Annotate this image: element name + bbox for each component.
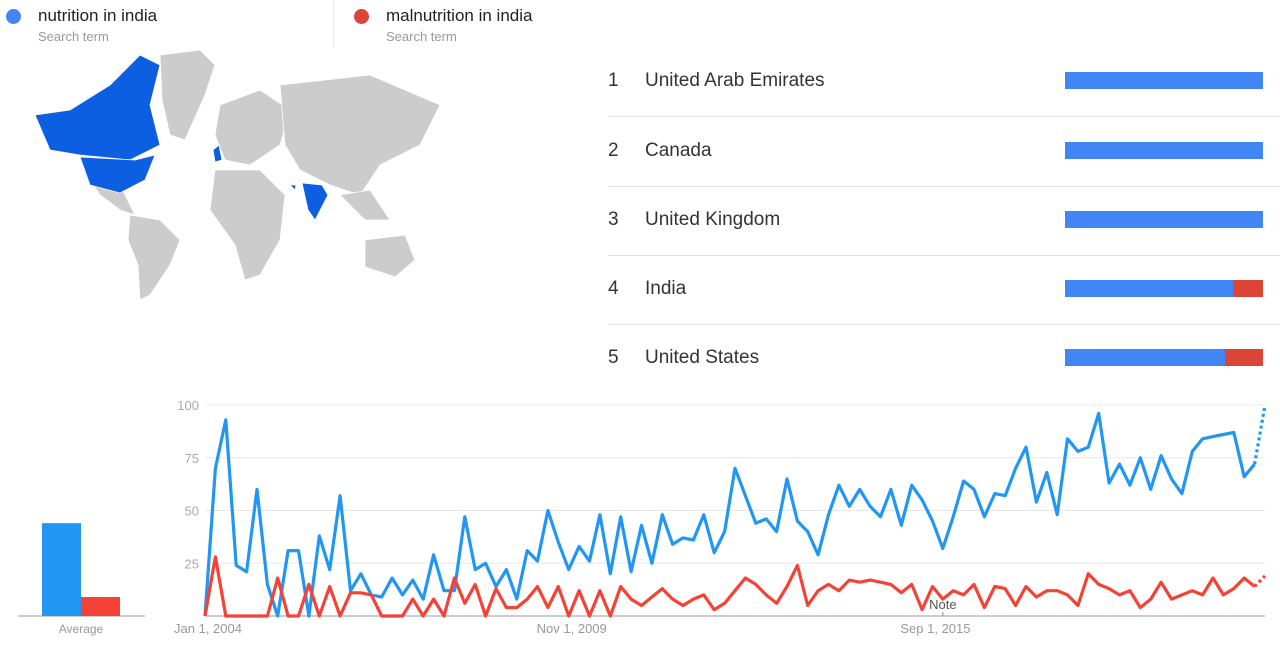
x-tick-label: Sep 1, 2015 bbox=[900, 621, 970, 636]
region-share-bar bbox=[1065, 211, 1263, 228]
series-partial-segment bbox=[1253, 574, 1267, 588]
row-divider bbox=[608, 255, 1280, 256]
map-region-greenland bbox=[159, 49, 216, 141]
row-divider bbox=[608, 116, 1280, 117]
map-region-united-kingdom bbox=[212, 144, 223, 163]
map-region-africa bbox=[209, 169, 286, 281]
region-name: Canada bbox=[645, 140, 712, 161]
search-term-type: Search term bbox=[38, 29, 109, 44]
legend-divider bbox=[333, 0, 334, 47]
average-bar-nutrition bbox=[42, 523, 81, 616]
map-region-uae bbox=[289, 184, 297, 191]
map-region-south-america bbox=[127, 214, 181, 301]
map-region-asia bbox=[279, 74, 441, 196]
share-malnutrition bbox=[1233, 280, 1263, 297]
search-term-label: malnutrition in india bbox=[386, 6, 533, 25]
search-term-type: Search term bbox=[386, 29, 457, 44]
world-map[interactable] bbox=[10, 45, 480, 310]
ranking-row[interactable]: 2 Canada bbox=[608, 140, 712, 161]
region-name: India bbox=[645, 278, 687, 299]
series-color-dot bbox=[354, 9, 369, 24]
ranking-row[interactable]: 3 United Kingdom bbox=[608, 209, 781, 230]
series-line-nutrition bbox=[203, 411, 1256, 618]
ranking-row[interactable]: 5 United States bbox=[608, 347, 760, 368]
share-nutrition bbox=[1065, 142, 1263, 159]
ranking-row[interactable]: 4 India bbox=[608, 278, 687, 299]
share-nutrition bbox=[1065, 280, 1234, 297]
series-line-malnutrition bbox=[203, 555, 1256, 618]
region-share-bar bbox=[1065, 349, 1263, 366]
x-tick-label: Jan 1, 2004 bbox=[174, 621, 242, 636]
ranking-row[interactable]: 1 United Arab Emirates bbox=[608, 70, 825, 91]
x-tick-label: Nov 1, 2009 bbox=[537, 621, 607, 636]
region-name: United States bbox=[645, 347, 760, 368]
y-tick-label: 100 bbox=[177, 398, 199, 413]
share-nutrition bbox=[1065, 349, 1226, 366]
y-tick-label: 50 bbox=[185, 504, 199, 519]
series-partial-segment bbox=[1253, 404, 1267, 465]
share-malnutrition bbox=[1225, 349, 1263, 366]
search-term-label: nutrition in india bbox=[38, 6, 158, 25]
y-tick-label: 25 bbox=[185, 556, 199, 571]
average-label: Average bbox=[59, 622, 104, 636]
map-region-united-states bbox=[79, 154, 156, 194]
series-color-dot bbox=[6, 9, 21, 24]
region-share-bar bbox=[1065, 72, 1263, 89]
map-region-canada bbox=[34, 54, 161, 161]
row-divider bbox=[608, 186, 1280, 187]
y-tick-label: 75 bbox=[185, 451, 199, 466]
region-name: United Arab Emirates bbox=[645, 70, 825, 91]
region-name: United Kingdom bbox=[645, 209, 781, 230]
map-region-southeast-asia bbox=[339, 189, 391, 221]
share-nutrition bbox=[1065, 72, 1263, 89]
average-bar-malnutrition bbox=[81, 597, 120, 616]
map-region-europe bbox=[214, 89, 291, 166]
map-region-india bbox=[301, 182, 329, 221]
region-share-bar bbox=[1065, 142, 1263, 159]
region-share-bar bbox=[1065, 280, 1263, 297]
map-region-australia bbox=[364, 234, 416, 278]
share-nutrition bbox=[1065, 211, 1263, 228]
row-divider bbox=[608, 324, 1280, 325]
annotation-note[interactable]: Note bbox=[929, 597, 956, 612]
